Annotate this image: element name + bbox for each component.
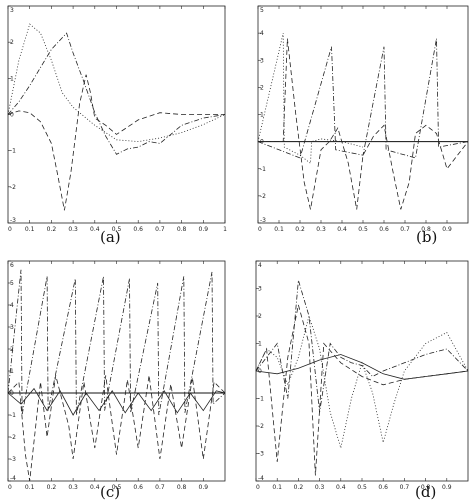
y-tick-label: -2 bbox=[260, 193, 266, 200]
series-line-dashed bbox=[7, 375, 226, 482]
y-tick-label: 0 bbox=[10, 112, 14, 119]
x-tick-label: 0.1 bbox=[25, 484, 35, 491]
x-tick-label: 0.2 bbox=[47, 226, 57, 233]
y-tick-label: 1 bbox=[10, 368, 14, 375]
x-tick-label: 0.1 bbox=[25, 226, 35, 233]
y-tick-label: -4 bbox=[10, 475, 16, 482]
x-tick-label: 0.4 bbox=[337, 226, 347, 233]
chart-panel-1: 0 0.1 0.2 0.3 0.4 0.5 0.6 0.7 0.8 0.9 1 -3 -2 -1 0 1 2 3 bbox=[7, 5, 227, 233]
x-tick-label: 0.5 bbox=[112, 484, 122, 491]
panel-label: (a) bbox=[100, 228, 121, 246]
x-tick-label: 0.9 bbox=[442, 484, 452, 491]
x-tick-label: 0.9 bbox=[442, 226, 452, 233]
y-tick-label: 4 bbox=[10, 302, 14, 309]
y-tick-label: -1 bbox=[258, 396, 264, 403]
series-line-dash-dot bbox=[257, 38, 469, 159]
x-tick-label: 0.7 bbox=[155, 484, 165, 491]
x-tick-label: 0.7 bbox=[400, 484, 410, 491]
series-line-dash-dot bbox=[7, 269, 226, 416]
chart-panel-4: 0 0.1 0.2 0.3 0.4 0.5 0.6 0.7 0.8 0.9-4-3-2-10123… bbox=[255, 260, 469, 491]
x-tick-label: 0.3 bbox=[315, 484, 325, 491]
plot-frame bbox=[7, 260, 226, 482]
y-tick-label: 3 bbox=[258, 286, 262, 293]
series-line-dashed bbox=[7, 74, 225, 211]
y-tick-label: 1 bbox=[258, 341, 262, 348]
x-tick-label: 0 bbox=[258, 226, 262, 233]
x-tick-label: 0.7 bbox=[155, 226, 165, 233]
plot-frame bbox=[257, 5, 469, 224]
x-tick-label: 0.1 bbox=[272, 484, 282, 491]
chart-panel-2: 00.10.20.30.40.50.60.70.80.9-3-2-1012345 bbox=[257, 5, 469, 233]
y-tick-label: -4 bbox=[258, 475, 264, 482]
x-tick-label: 0.9 bbox=[199, 484, 209, 491]
series-line-dash-dot bbox=[255, 280, 469, 413]
series-line-dashed bbox=[255, 304, 469, 476]
y-tick-label: -3 bbox=[258, 451, 264, 458]
panel-label: (c) bbox=[100, 483, 121, 501]
x-tick-label: 1 bbox=[223, 226, 227, 233]
series-line-solid bbox=[255, 354, 469, 380]
x-tick-label: 0.2 bbox=[295, 226, 305, 233]
y-tick-label: -1 bbox=[10, 412, 16, 419]
y-tick-label: 5 bbox=[260, 7, 264, 14]
y-tick-label: 3 bbox=[260, 57, 264, 64]
y-tick-label: 1 bbox=[10, 75, 14, 82]
x-tick-label: 0.8 bbox=[421, 484, 431, 491]
y-tick-label: 2 bbox=[260, 84, 264, 91]
x-tick-label: 0.6 bbox=[133, 226, 143, 233]
y-tick-label: 1 bbox=[260, 112, 264, 119]
x-tick-label: 0.6 bbox=[133, 484, 143, 491]
y-tick-label: -3 bbox=[10, 456, 16, 463]
series-line-dotted bbox=[257, 33, 364, 165]
x-tick-label: 0.4 bbox=[90, 484, 100, 491]
panel-label: (d) bbox=[415, 483, 437, 501]
series-line-dashed bbox=[258, 38, 469, 210]
y-tick-label: 3 bbox=[10, 7, 14, 14]
y-tick-label: 2 bbox=[10, 346, 14, 353]
y-tick-label: -2 bbox=[258, 423, 264, 430]
y-tick-label: -3 bbox=[260, 217, 266, 224]
x-tick-label: 0.3 bbox=[68, 484, 78, 491]
x-tick-label: 0.6 bbox=[379, 226, 389, 233]
y-tick-label: -1 bbox=[260, 166, 266, 173]
series-line-solid bbox=[7, 387, 226, 416]
x-tick-label: 0 bbox=[8, 226, 12, 233]
x-tick-label: 0.5 bbox=[112, 226, 122, 233]
x-tick-label: 0.5 bbox=[357, 484, 367, 491]
x-tick-label: 0.7 bbox=[400, 226, 410, 233]
y-tick-label: 5 bbox=[10, 280, 14, 287]
x-tick-label: 0.8 bbox=[177, 484, 187, 491]
x-tick-label: 0.3 bbox=[316, 226, 326, 233]
y-tick-label: 2 bbox=[10, 39, 14, 46]
x-tick-label: 0.6 bbox=[378, 484, 388, 491]
x-tick-label: 0.5 bbox=[358, 226, 368, 233]
y-tick-label: -3 bbox=[10, 217, 16, 224]
y-tick-label: 4 bbox=[258, 262, 262, 269]
y-tick-label: 2 bbox=[258, 313, 262, 320]
y-tick-label: 3 bbox=[10, 324, 14, 331]
y-tick-label: -2 bbox=[10, 434, 16, 441]
x-tick-label: 0.2 bbox=[47, 484, 57, 491]
x-tick-label: 0.8 bbox=[177, 226, 187, 233]
series-line-dotted bbox=[7, 23, 226, 143]
y-tick-label: 6 bbox=[10, 262, 14, 269]
chart-panel-3: 00.10.20.30.40.50.60.70.80.9-4-3-2-10123… bbox=[7, 260, 226, 491]
y-tick-label: -2 bbox=[10, 184, 16, 191]
panel-label: (b) bbox=[416, 228, 438, 246]
y-tick-label: 4 bbox=[260, 30, 264, 37]
x-tick-label: 0.3 bbox=[68, 226, 78, 233]
x-tick-label: 0 bbox=[256, 484, 260, 491]
series-line-dotted bbox=[255, 314, 469, 449]
x-tick-label: 0.2 bbox=[294, 484, 304, 491]
y-tick-label: -1 bbox=[10, 148, 16, 155]
x-tick-label: 0.8 bbox=[421, 226, 431, 233]
series-line-dash-dot bbox=[7, 32, 226, 155]
x-tick-label: 0 bbox=[8, 484, 12, 491]
x-tick-label: 0.4 bbox=[90, 226, 100, 233]
x-tick-label: 0.9 bbox=[199, 226, 209, 233]
x-tick-label: 0.4 bbox=[336, 484, 346, 491]
x-tick-label: 0.1 bbox=[274, 226, 284, 233]
